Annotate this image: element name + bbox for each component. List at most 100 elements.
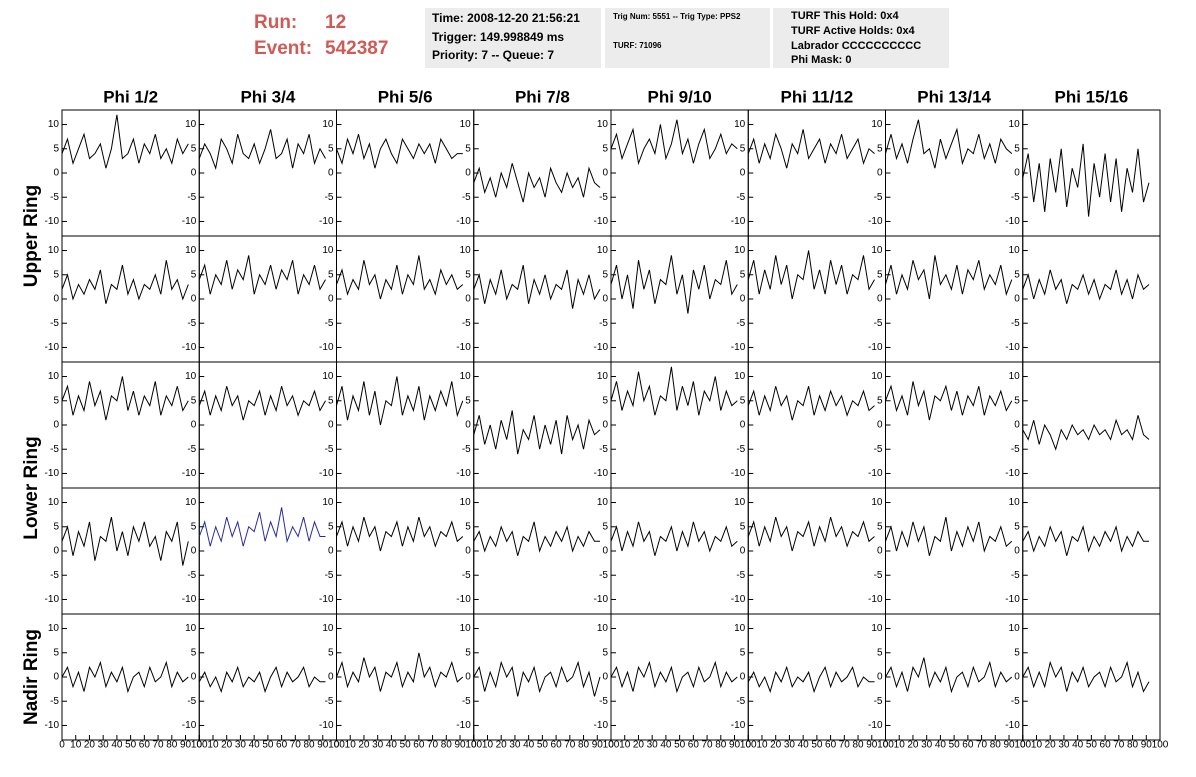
y-tick-label: -10 [182,216,197,227]
x-tick-label: 10 [482,740,494,751]
turf-hold: TURF This Hold: 0x4 [791,10,899,22]
waveform [610,119,738,166]
column-header: Phi 15/16 [1055,87,1129,106]
y-tick-label: -10 [868,468,883,479]
x-tick-label: 50 [125,740,137,751]
y-tick-label: -5 [50,318,59,329]
y-tick-label: 0 [191,168,197,179]
x-tick-label: 80 [852,740,864,751]
x-tick-label: 10 [207,740,219,751]
x-tick-label: 50 [811,740,823,751]
waveform [610,521,738,556]
y-tick-label: 0 [1014,672,1020,683]
y-tick-label: 5 [465,647,471,658]
y-tick-label: 10 [322,623,334,634]
y-tick-label: 5 [1014,647,1020,658]
x-tick-label: 80 [715,740,727,751]
y-tick-label: -10 [594,468,609,479]
y-tick-label: -5 [874,192,883,203]
y-tick-label: 10 [734,119,746,130]
y-tick-label: 10 [871,371,883,382]
y-tick-label: 5 [877,269,883,280]
y-tick-label: -10 [868,720,883,731]
y-tick-label: -5 [462,192,471,203]
x-tick-label: 60 [1100,740,1112,751]
x-tick-label: 80 [441,740,453,751]
x-tick-label: 0 [883,740,889,751]
x-tick-label: 70 [153,740,165,751]
y-tick-label: -5 [325,318,334,329]
event-label: Event: [254,38,312,59]
y-tick-label: -5 [50,192,59,203]
priority: Priority: 7 -- Queue: 7 [432,48,554,62]
x-tick-label: 30 [784,740,796,751]
waveform [198,386,326,421]
y-tick-label: 10 [48,371,60,382]
y-tick-label: 10 [1009,497,1021,508]
trigger: Trigger: 149.998849 ms [432,30,564,44]
x-tick-label: 30 [647,740,659,751]
trig-num: Trig Num: 5551 -- Trig Type: PPS2 [613,12,741,21]
y-tick-label: -5 [462,318,471,329]
event-number: 542387 [325,38,388,59]
x-tick-label: 0 [196,740,202,751]
x-tick-label: 100 [740,740,757,751]
y-tick-label: 5 [740,269,746,280]
y-tick-label: -5 [325,192,334,203]
info-box [605,8,770,68]
x-tick-label: 90 [729,740,741,751]
waveform [885,516,1013,556]
x-tick-label: 0 [745,740,751,751]
x-tick-label: 60 [962,740,974,751]
y-tick-label: 10 [1009,119,1021,130]
y-tick-label: -5 [874,696,883,707]
waveform [610,660,738,694]
y-tick-label: 10 [460,623,472,634]
x-tick-label: 100 [1152,740,1169,751]
y-tick-label: 0 [465,168,471,179]
waveform [747,386,875,421]
waveform [61,260,189,304]
x-tick-label: 30 [509,740,521,751]
y-tick-label: -10 [1005,216,1020,227]
y-tick-label: 5 [465,395,471,406]
y-tick-label: -10 [319,216,334,227]
y-tick-label: 5 [1014,269,1020,280]
waveform [747,250,875,300]
x-tick-label: 60 [551,740,563,751]
y-tick-label: 10 [871,497,883,508]
y-tick-label: 5 [328,647,334,658]
y-tick-label: -10 [731,342,746,353]
x-tick-label: 90 [180,740,192,751]
y-tick-label: -10 [1005,720,1020,731]
y-tick-label: 10 [734,245,746,256]
x-tick-label: 70 [290,740,302,751]
x-tick-label: 0 [1020,740,1026,751]
waveform [61,114,189,169]
y-tick-label: 5 [191,521,197,532]
x-tick-label: 20 [221,740,233,751]
y-tick-label: 0 [328,420,334,431]
y-tick-label: 10 [734,497,746,508]
y-tick-label: 0 [53,420,59,431]
x-tick-label: 30 [235,740,247,751]
y-tick-label: 0 [53,168,59,179]
x-tick-label: 40 [935,740,947,751]
waveform [610,366,738,416]
y-tick-label: 0 [877,294,883,305]
x-tick-label: 40 [660,740,672,751]
column-header: Phi 11/12 [780,87,853,106]
y-tick-label: 0 [465,294,471,305]
x-tick-label: 100 [877,740,894,751]
waveform [198,255,326,295]
y-tick-label: 10 [322,119,334,130]
x-tick-label: 50 [262,740,274,751]
y-tick-label: -5 [50,444,59,455]
y-tick-label: 5 [740,521,746,532]
waveform [198,129,326,171]
y-tick-label: 0 [877,672,883,683]
y-tick-label: 0 [740,168,746,179]
waveform [473,521,600,556]
y-tick-label: 10 [48,119,60,130]
x-tick-label: 80 [578,740,590,751]
